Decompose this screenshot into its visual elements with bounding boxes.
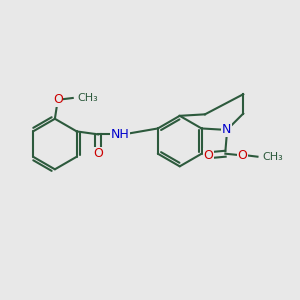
Text: O: O [93, 147, 103, 160]
Text: O: O [238, 149, 248, 162]
Text: O: O [53, 93, 63, 106]
Text: CH₃: CH₃ [77, 93, 98, 103]
Text: O: O [203, 149, 213, 162]
Text: CH₃: CH₃ [262, 152, 283, 162]
Text: N: N [222, 123, 232, 136]
Text: NH: NH [111, 128, 130, 141]
